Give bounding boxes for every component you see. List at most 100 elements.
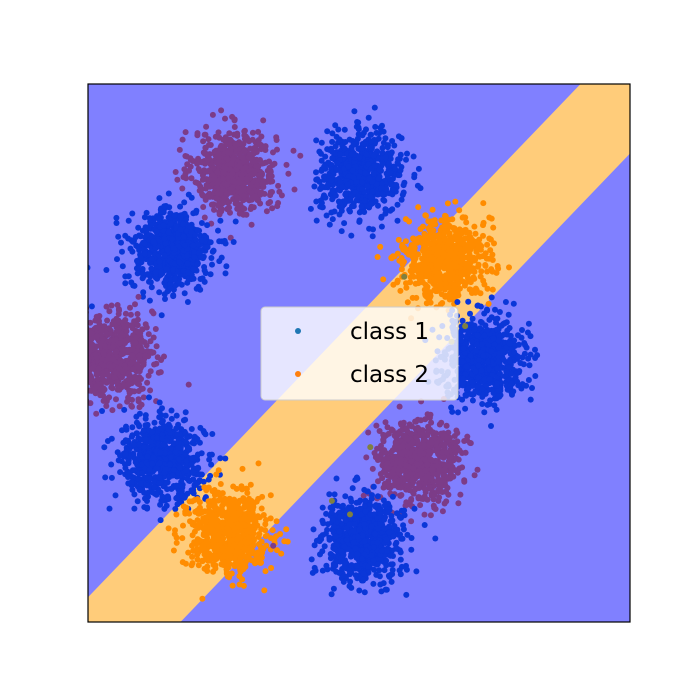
data-point <box>163 479 170 486</box>
data-point <box>352 152 358 158</box>
data-point <box>336 136 343 143</box>
data-point <box>375 175 382 182</box>
data-point <box>387 151 394 158</box>
data-point <box>415 204 422 211</box>
data-point <box>181 166 188 173</box>
data-point <box>473 341 480 348</box>
data-point <box>423 212 429 219</box>
data-point <box>126 390 133 397</box>
data-point <box>403 284 410 291</box>
data-point <box>152 269 159 276</box>
data-point <box>130 282 137 289</box>
data-point <box>129 467 136 474</box>
data-point <box>153 343 160 350</box>
data-point <box>355 193 361 200</box>
data-point <box>108 474 115 481</box>
data-point <box>255 163 262 170</box>
data-point <box>132 301 138 308</box>
data-point <box>394 250 401 257</box>
data-point <box>138 436 145 443</box>
data-point <box>467 352 474 359</box>
data-point <box>94 376 101 383</box>
data-point <box>205 476 212 483</box>
data-point <box>140 394 147 401</box>
data-point <box>369 233 376 240</box>
data-point <box>234 132 241 139</box>
data-point <box>400 182 407 189</box>
data-point <box>156 474 163 481</box>
data-point <box>131 491 138 498</box>
data-point <box>162 449 169 456</box>
data-point <box>189 275 196 282</box>
data-point <box>480 222 486 229</box>
data-point <box>399 261 406 268</box>
data-point <box>442 281 449 287</box>
data-point <box>479 401 486 407</box>
data-point <box>398 135 405 142</box>
data-point <box>158 357 165 363</box>
data-point <box>344 181 351 188</box>
data-point <box>379 145 386 151</box>
data-point <box>88 387 93 394</box>
data-point <box>375 155 382 162</box>
data-point <box>187 224 194 231</box>
data-point <box>93 354 100 361</box>
data-point <box>435 275 442 281</box>
data-point <box>144 379 151 386</box>
data-point <box>326 221 333 228</box>
data-point <box>218 107 225 114</box>
data-point <box>183 457 190 464</box>
data-point <box>412 255 419 262</box>
data-point <box>260 117 267 124</box>
data-point <box>412 280 419 287</box>
data-point <box>506 340 513 347</box>
data-point <box>488 348 495 355</box>
data-point <box>148 265 155 272</box>
data-point <box>515 332 521 339</box>
data-point <box>307 205 314 212</box>
data-point <box>467 310 473 317</box>
data-point <box>399 243 405 250</box>
data-point <box>232 141 239 148</box>
data-point <box>335 126 342 133</box>
data-point <box>140 293 146 300</box>
data-point <box>414 182 421 189</box>
data-point <box>190 469 197 476</box>
data-point <box>423 293 430 300</box>
data-point <box>403 156 409 163</box>
data-point <box>151 419 158 426</box>
data-point <box>398 266 405 273</box>
data-point <box>394 159 401 166</box>
data-point <box>443 292 449 299</box>
data-point <box>478 268 485 275</box>
data-point <box>201 214 208 221</box>
data-point <box>188 426 195 432</box>
data-point <box>363 151 370 158</box>
data-point <box>110 356 117 363</box>
data-point <box>226 130 233 137</box>
data-point <box>163 437 170 444</box>
data-point <box>384 144 391 151</box>
data-point <box>172 169 179 175</box>
data-point <box>135 421 142 428</box>
data-point <box>174 494 181 501</box>
data-point <box>208 201 215 208</box>
data-point <box>360 129 367 136</box>
data-point <box>232 200 239 207</box>
data-point <box>394 217 401 224</box>
data-point <box>313 169 319 176</box>
data-point <box>443 226 450 233</box>
data-point <box>244 135 250 141</box>
data-point <box>107 363 114 370</box>
data-point <box>180 221 187 227</box>
data-point <box>322 194 329 201</box>
data-point <box>157 449 164 456</box>
data-point <box>367 131 374 138</box>
data-point <box>157 268 164 275</box>
data-point <box>275 182 282 189</box>
data-point <box>342 139 349 145</box>
data-point <box>198 237 205 244</box>
data-point <box>410 260 417 267</box>
data-point <box>469 397 476 404</box>
data-point <box>159 493 166 500</box>
